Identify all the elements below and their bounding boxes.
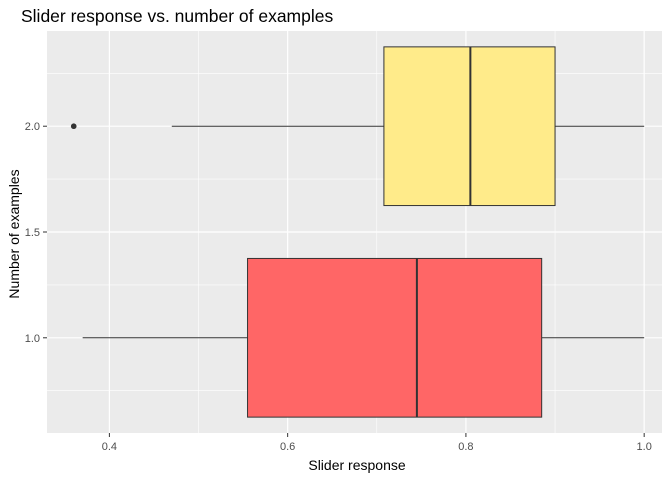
x-axis-ticks: 0.4 0.6 0.8 1.0	[102, 433, 652, 453]
boxplot-group	[70, 46, 645, 207]
y-tick-label: 2.0	[25, 121, 40, 133]
x-tick-label: 0.6	[280, 441, 295, 453]
boxplot-group	[82, 257, 645, 418]
x-tick-label: 0.8	[458, 441, 473, 453]
outlier-point	[70, 123, 77, 130]
x-axis-title: Slider response	[308, 457, 405, 473]
x-tick-label: 0.4	[102, 441, 117, 453]
y-axis-title: Number of examples	[6, 169, 22, 298]
y-axis-ticks: 1.0 1.5 2.0	[25, 121, 47, 345]
box-iqr	[247, 257, 543, 418]
x-tick-label: 1.0	[637, 441, 652, 453]
chart-title: Slider response vs. number of examples	[21, 6, 334, 26]
y-tick-label: 1.5	[25, 227, 40, 239]
y-tick-label: 1.0	[25, 333, 40, 345]
boxplot-series	[70, 46, 645, 418]
